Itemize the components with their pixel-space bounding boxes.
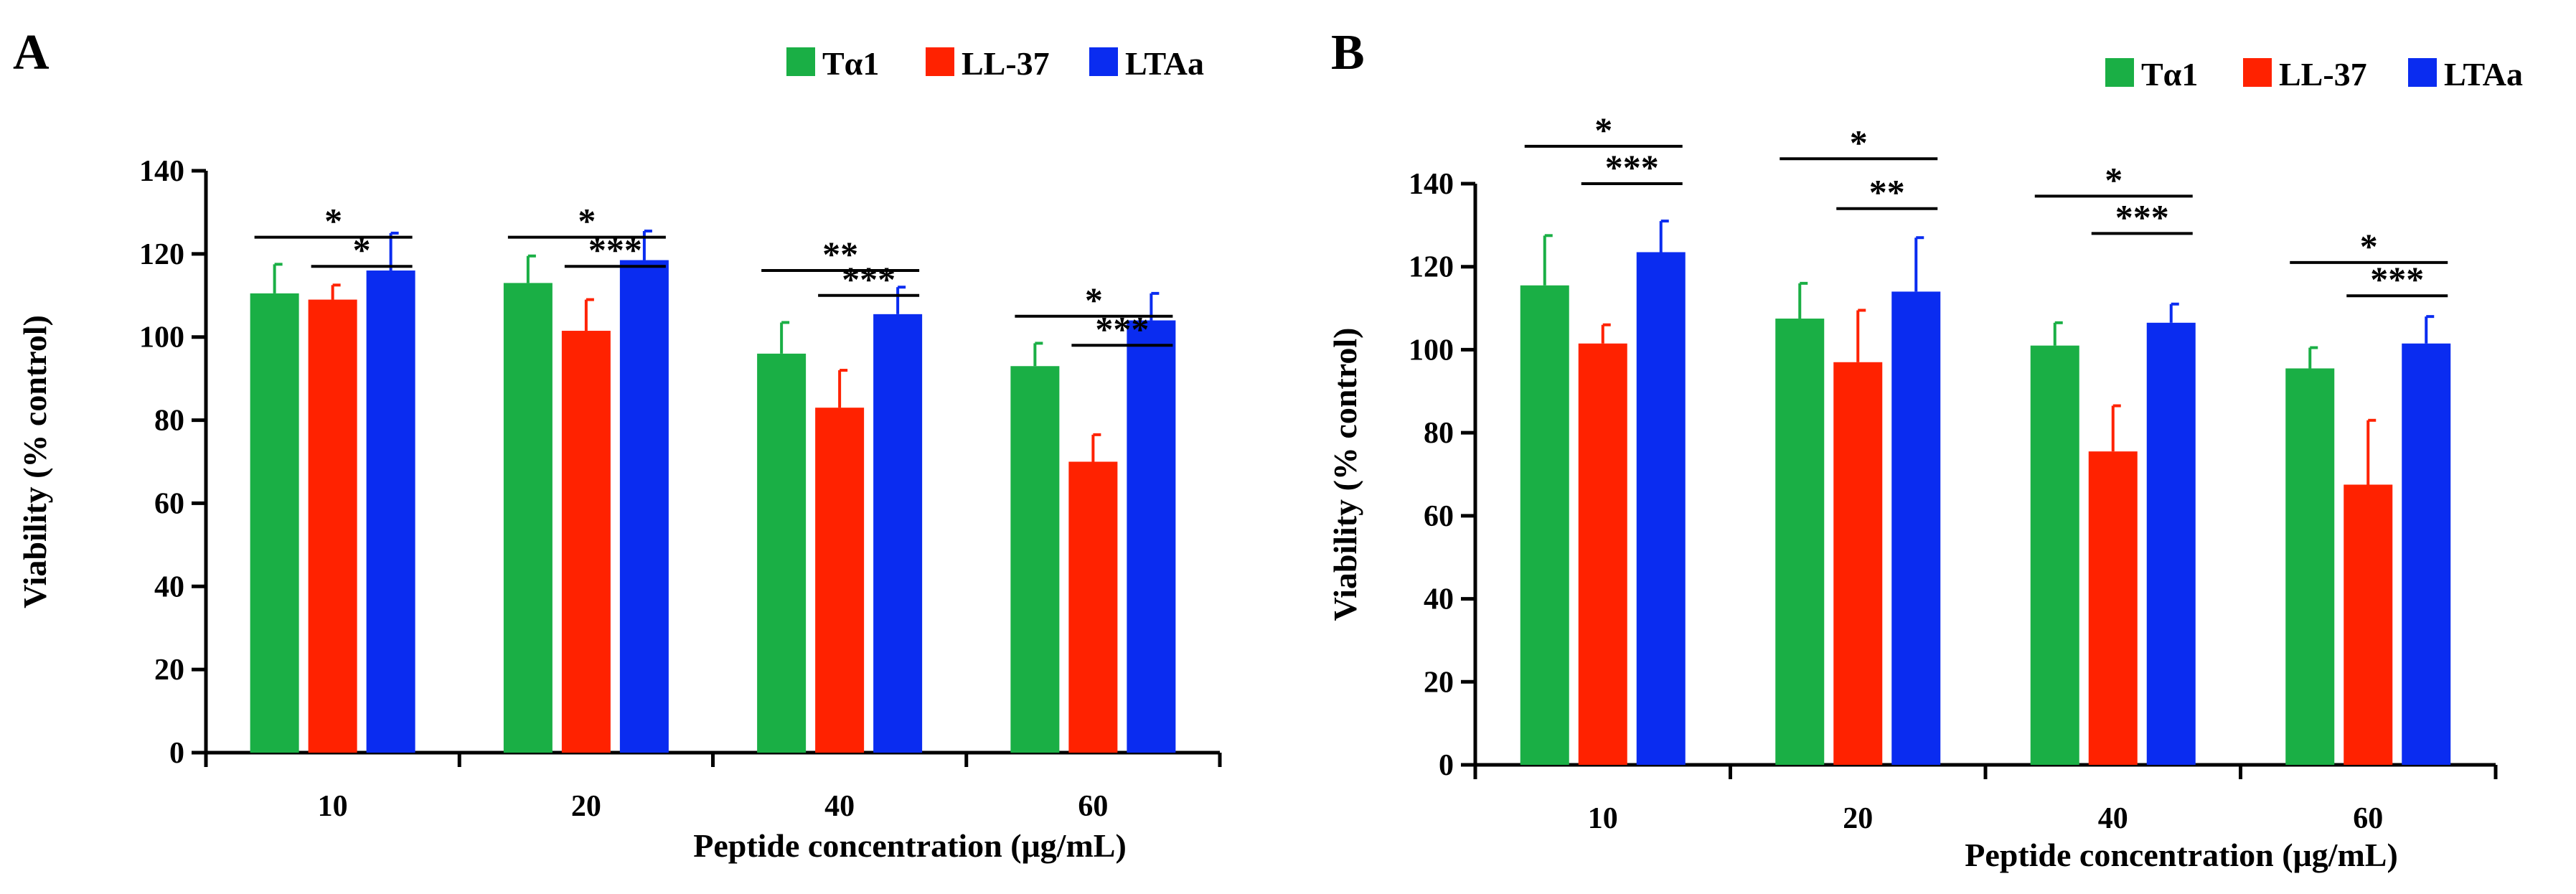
bar-ll37-40	[2088, 451, 2138, 765]
panel-letter: A	[13, 25, 50, 80]
legend-label: LTAa	[1125, 45, 1204, 82]
legend-swatch	[2105, 58, 2134, 87]
significance-label: ***	[2370, 259, 2424, 299]
y-tick-label: 80	[154, 405, 184, 438]
bar-ltaa-40	[2146, 322, 2196, 766]
significance-label: ***	[2115, 197, 2169, 237]
bar-t1-40	[757, 353, 807, 753]
significance-label: ***	[842, 259, 896, 299]
significance-label: **	[822, 234, 858, 274]
y-tick-label: 80	[1424, 417, 1454, 450]
bar-ll37-20	[561, 331, 611, 753]
panel-a: A 0 20 40 60 80 100 120 140 Viability (% control)…	[13, 25, 1222, 864]
x-tick-label: 10	[318, 790, 348, 823]
y-axis-label: Viability (% control)	[1327, 328, 1363, 621]
bar-ltaa-10	[366, 270, 415, 753]
bar-t1-10	[250, 293, 299, 753]
significance-label: *	[2105, 159, 2123, 199]
significance-label: *	[353, 230, 371, 270]
bar-t1-20	[1775, 319, 1825, 765]
y-axis-label: Viability (% control)	[17, 315, 53, 608]
legend-swatch	[1089, 47, 1118, 76]
bar-t1-10	[1520, 285, 1569, 765]
y-tick-label: 140	[1409, 168, 1454, 201]
bar-ltaa-20	[1891, 291, 1941, 765]
bar-ll37-20	[1833, 362, 1883, 765]
bar-t1-60	[2285, 368, 2335, 765]
y-tick-label: 0	[1439, 749, 1454, 782]
y-tick-label: 20	[1424, 666, 1454, 699]
bar-t1-40	[2030, 345, 2079, 766]
legend-label: LL-37	[2279, 56, 2367, 93]
significance-label: ***	[1605, 147, 1659, 187]
x-axis-label: Peptide concentration (μg/mL)	[693, 827, 1127, 864]
bar-ll37-40	[815, 408, 865, 753]
legend-swatch	[786, 47, 815, 76]
legend-label: Tα1	[2141, 56, 2198, 93]
bar-ll37-10	[1578, 343, 1627, 765]
y-tick-label: 40	[1424, 583, 1454, 616]
panel-b: B 0 20 40 60 80 100 120 140 Viability (% control)…	[1327, 25, 2523, 873]
x-tick-label: 40	[2098, 802, 2128, 835]
bar-t1-20	[503, 283, 553, 753]
y-tick-label: 20	[154, 654, 184, 687]
y-tick-label: 100	[1409, 334, 1454, 367]
x-tick-label: 20	[571, 790, 601, 823]
legend-label: LL-37	[962, 45, 1050, 82]
y-tick-label: 60	[154, 487, 184, 520]
significance-label: *	[1850, 122, 1868, 162]
bar-ltaa-20	[619, 260, 669, 753]
significance-label: **	[1869, 172, 1905, 212]
bar-ltaa-40	[873, 314, 923, 753]
x-tick-label: 60	[2353, 802, 2383, 835]
y-tick-label: 140	[139, 155, 184, 188]
legend-swatch	[926, 47, 954, 76]
y-tick-label: 0	[169, 737, 184, 770]
bar-ltaa-60	[2402, 343, 2451, 765]
bar-ll37-60	[1068, 461, 1118, 753]
legend-swatch	[2408, 58, 2437, 87]
bar-t1-60	[1010, 366, 1060, 753]
significance-label: *	[1085, 280, 1103, 320]
legend-swatch	[2243, 58, 2272, 87]
panel-letter: B	[1331, 25, 1365, 80]
x-axis-label: Peptide concentration (μg/mL)	[1965, 837, 2398, 873]
bar-ll37-60	[2344, 484, 2393, 765]
significance-label: *	[1594, 110, 1612, 150]
y-tick-label: 40	[154, 570, 184, 603]
y-tick-label: 60	[1424, 500, 1454, 533]
y-tick-label: 120	[139, 238, 184, 271]
significance-label: ***	[1095, 309, 1149, 349]
x-tick-label: 20	[1843, 802, 1873, 835]
bar-ltaa-10	[1636, 252, 1686, 765]
bar-ll37-10	[308, 299, 357, 753]
significance-label: *	[324, 201, 342, 241]
legend-label: Tα1	[822, 45, 879, 82]
y-tick-label: 120	[1409, 251, 1454, 284]
significance-label: *	[578, 201, 596, 241]
y-tick-label: 100	[139, 321, 184, 354]
x-tick-label: 60	[1078, 790, 1108, 823]
significance-label: ***	[588, 230, 642, 270]
significance-label: *	[2360, 226, 2378, 266]
x-tick-label: 10	[1588, 802, 1618, 835]
x-tick-label: 40	[824, 790, 855, 823]
legend-label: LTAa	[2444, 56, 2523, 93]
bar-ltaa-60	[1127, 320, 1176, 753]
